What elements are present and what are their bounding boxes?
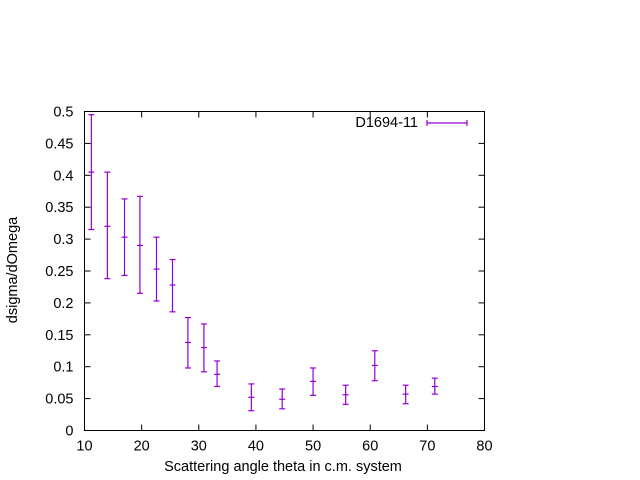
x-tick-label: 50 — [305, 439, 321, 455]
y-tick-label: 0.2 — [53, 296, 73, 312]
y-tick-label: 0.15 — [45, 328, 73, 344]
data-point — [184, 316, 191, 369]
x-tick-label: 70 — [419, 439, 435, 455]
legend-label: D1694-11 — [355, 115, 418, 131]
data-point — [248, 383, 255, 412]
plot-area — [84, 111, 485, 431]
y-tick-label: 0.45 — [45, 136, 73, 152]
series-layer — [88, 114, 438, 412]
plot-frame — [84, 111, 485, 431]
x-axis: 10 20 30 40 50 60 70 80 — [76, 111, 493, 455]
legend: D1694-11 — [355, 115, 468, 131]
data-point — [121, 198, 128, 277]
y-tick-label: 0.25 — [45, 264, 73, 280]
x-tick-label: 60 — [362, 439, 378, 455]
x-axis-title: Scattering angle theta in c.m. system — [164, 459, 402, 475]
data-point — [153, 236, 160, 302]
data-point — [88, 114, 95, 231]
x-tick-label: 80 — [476, 439, 492, 455]
y-tick-label: 0.35 — [45, 200, 73, 216]
y-tick-label: 0.3 — [53, 232, 73, 248]
data-point — [371, 350, 378, 382]
data-point — [104, 171, 111, 280]
y-tick-label: 0.05 — [45, 392, 73, 408]
data-point — [214, 360, 221, 388]
data-point — [200, 323, 207, 373]
data-point — [431, 377, 438, 395]
x-tick-label: 20 — [134, 439, 150, 455]
y-tick-label: 0.1 — [53, 360, 73, 376]
x-tick-label: 30 — [191, 439, 207, 455]
data-point — [169, 258, 176, 313]
y-tick-label: 0.4 — [53, 168, 73, 184]
y-tick-label: 0 — [65, 424, 73, 440]
y-tick-label: 0.5 — [53, 105, 73, 121]
data-point — [136, 195, 143, 294]
x-tick-label: 40 — [248, 439, 264, 455]
y-axis: 0 0.05 0.1 0.15 0.2 0.25 0.3 0.35 0.4 0.45 0.5 — [45, 105, 485, 440]
data-point — [402, 384, 409, 405]
x-tick-label: 10 — [76, 439, 92, 455]
legend-sample — [426, 120, 468, 126]
y-axis-title: dsigma/dOmega — [5, 216, 21, 323]
data-point — [342, 384, 349, 405]
data-point — [310, 367, 317, 397]
data-point — [279, 388, 286, 410]
